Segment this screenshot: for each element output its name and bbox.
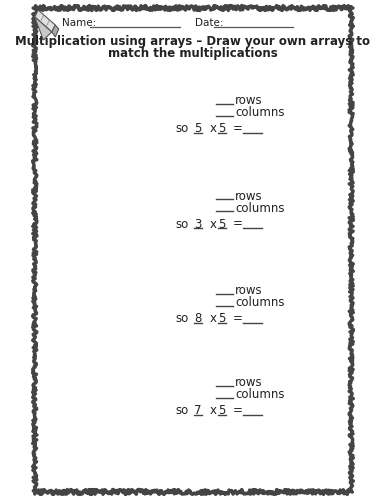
Text: 5: 5: [195, 122, 202, 136]
Text: rows: rows: [235, 190, 262, 202]
Text: columns: columns: [235, 202, 284, 214]
Text: 5: 5: [218, 404, 226, 417]
Text: rows: rows: [235, 376, 262, 390]
Text: x: x: [209, 218, 216, 230]
Text: so: so: [175, 218, 188, 230]
Text: match the multiplications: match the multiplications: [108, 46, 278, 60]
Text: 8: 8: [195, 312, 202, 326]
Text: =: =: [233, 122, 243, 136]
Text: columns: columns: [235, 296, 284, 310]
Text: rows: rows: [235, 94, 262, 108]
Text: 7: 7: [195, 404, 202, 417]
Text: columns: columns: [235, 388, 284, 402]
Text: so: so: [175, 312, 188, 326]
Text: so: so: [175, 404, 188, 417]
Polygon shape: [35, 17, 52, 40]
Text: =: =: [233, 312, 243, 326]
Text: 3: 3: [195, 218, 202, 230]
Text: =: =: [233, 218, 243, 230]
Polygon shape: [35, 10, 55, 32]
Text: Date:: Date:: [195, 18, 223, 28]
Text: so: so: [175, 122, 188, 136]
Text: rows: rows: [235, 284, 262, 298]
Text: x: x: [209, 404, 216, 417]
Polygon shape: [52, 25, 59, 37]
Text: Multiplication using arrays – Draw your own arrays to: Multiplication using arrays – Draw your …: [15, 34, 371, 48]
Text: columns: columns: [235, 106, 284, 120]
Text: x: x: [209, 312, 216, 326]
Text: x: x: [209, 122, 216, 136]
Text: =: =: [233, 404, 243, 417]
Text: 5: 5: [218, 218, 226, 230]
Text: Name:: Name:: [62, 18, 96, 28]
Text: 5: 5: [218, 312, 226, 326]
Text: 5: 5: [218, 122, 226, 136]
